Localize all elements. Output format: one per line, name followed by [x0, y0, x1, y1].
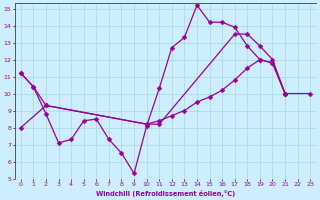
- X-axis label: Windchill (Refroidissement éolien,°C): Windchill (Refroidissement éolien,°C): [96, 190, 235, 197]
